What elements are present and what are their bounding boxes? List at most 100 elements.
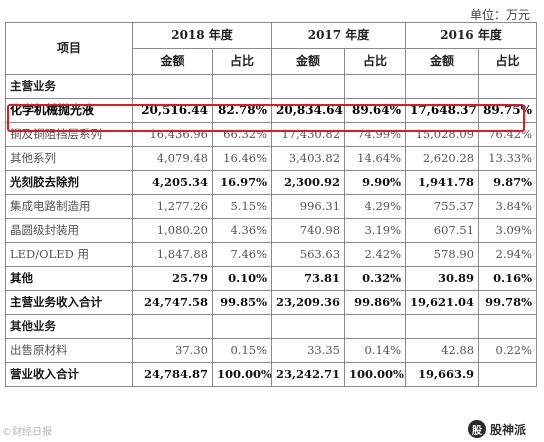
table-row: 晶圆级封装用 1,080.20 4.36% 740.98 3.19% 607.5… — [5, 218, 538, 243]
cell — [478, 314, 538, 339]
watermark-text: 股神派 — [489, 422, 526, 437]
cell: 3.09% — [478, 218, 538, 243]
cell: 23,209.36 — [271, 290, 346, 315]
cell: 4,079.48 — [132, 146, 213, 171]
cell: 99.78% — [478, 290, 538, 315]
cell — [405, 74, 480, 99]
cell: 0.14% — [344, 338, 407, 363]
table-row: 主营业务 — [5, 74, 538, 99]
row-label: 化学机械抛光液 — [5, 98, 133, 123]
cell — [132, 74, 213, 99]
cell: 1,080.20 — [132, 218, 213, 243]
table-row: 集成电路制造用 1,277.26 5.15% 996.31 4.29% 755.… — [5, 194, 538, 219]
amount-header: 金额 — [271, 48, 346, 75]
cell: 9.90% — [344, 170, 407, 195]
ratio-header: 占比 — [211, 48, 273, 75]
row-label: 营业收入合计 — [5, 362, 133, 387]
row-label: 晶圆级封装用 — [5, 218, 133, 243]
cell: 16.46% — [211, 146, 273, 171]
cell: 5.15% — [211, 194, 273, 219]
cell: 16,436.96 — [132, 122, 213, 147]
amount-header: 金额 — [405, 48, 480, 75]
cell — [271, 314, 346, 339]
ratio-header: 占比 — [344, 48, 407, 75]
table-row: 其他系列 4,079.48 16.46% 3,403.82 14.64% 2,6… — [5, 146, 538, 171]
row-label: 其他系列 — [5, 146, 133, 171]
cell: 578.90 — [405, 242, 480, 267]
cell: 0.16% — [478, 266, 538, 291]
cell: 3,403.82 — [271, 146, 346, 171]
cell: 19,663.9 — [405, 362, 480, 387]
cell: 13.33% — [478, 146, 538, 171]
cell: 17,430.82 — [271, 122, 346, 147]
cell: 2.94% — [478, 242, 538, 267]
cell: 73.81 — [271, 266, 346, 291]
cell: 16.97% — [211, 170, 273, 195]
cell: 7.46% — [211, 242, 273, 267]
cell: 74.99% — [344, 122, 407, 147]
cell — [211, 74, 273, 99]
cell: 2,620.28 — [405, 146, 480, 171]
cell: 0.32% — [344, 266, 407, 291]
table-row: 出售原材料 37.30 0.15% 33.35 0.14% 42.88 0.22… — [5, 338, 538, 363]
year-header-2018: 2018 年度 — [131, 22, 273, 49]
cell: 89.75% — [478, 98, 538, 123]
cell: 607.51 — [405, 218, 480, 243]
table-row: 其他 25.79 0.10% 73.81 0.32% 30.89 0.16% — [5, 266, 538, 291]
watermark-right: 股 股神派 — [467, 420, 526, 438]
row-label: 出售原材料 — [5, 338, 133, 363]
cell: 37.30 — [132, 338, 213, 363]
cell: 25.79 — [132, 266, 213, 291]
cell: 2,300.92 — [271, 170, 346, 195]
cell: 996.31 — [271, 194, 346, 219]
cell: 24,784.87 — [132, 362, 213, 387]
cell: 24,747.58 — [132, 290, 213, 315]
table-row: 化学机械抛光液 20,516.44 82.78% 20,834.64 89.64… — [5, 98, 538, 123]
cell: 66.32% — [211, 122, 273, 147]
cell — [271, 74, 346, 99]
cell: 23,242.71 — [271, 362, 346, 387]
row-label: 光刻胶去除剂 — [5, 170, 133, 195]
row-label: 主营业务 — [5, 74, 133, 99]
row-label: 集成电路制造用 — [5, 194, 133, 219]
cell: 20,516.44 — [132, 98, 213, 123]
watermark-left: ©财经日报 — [2, 427, 52, 438]
cell: 563.63 — [271, 242, 346, 267]
cell: 4,205.34 — [132, 170, 213, 195]
cell: 4.29% — [344, 194, 407, 219]
cell: 1,277.26 — [132, 194, 213, 219]
table-row: 光刻胶去除剂 4,205.34 16.97% 2,300.92 9.90% 1,… — [5, 170, 538, 195]
year-header-2016: 2016 年度 — [405, 22, 538, 49]
cell — [344, 74, 407, 99]
row-label: 其他 — [5, 266, 133, 291]
cell: 1,941.78 — [405, 170, 480, 195]
cell: 740.98 — [271, 218, 346, 243]
cell: 2.42% — [344, 242, 407, 267]
cell: 0.10% — [211, 266, 273, 291]
cell: 3.19% — [344, 218, 407, 243]
cell: 42.88 — [405, 338, 480, 363]
cell: 1,847.88 — [132, 242, 213, 267]
row-label: 铜及铜阻挡层系列 — [5, 122, 133, 147]
cell: 4.36% — [211, 218, 273, 243]
ratio-header: 占比 — [478, 48, 538, 75]
cell — [344, 314, 407, 339]
cell: 99.86% — [344, 290, 407, 315]
cell: 15,028.09 — [405, 122, 480, 147]
cell — [478, 74, 538, 99]
cell: 20,834.64 — [271, 98, 346, 123]
cell — [478, 362, 538, 387]
cell: 30.89 — [405, 266, 480, 291]
cell: 19,621.04 — [405, 290, 480, 315]
cell: 33.35 — [271, 338, 346, 363]
cell: 9.87% — [478, 170, 538, 195]
cell: 76.42% — [478, 122, 538, 147]
cell: 3.84% — [478, 194, 538, 219]
cell — [405, 314, 480, 339]
cell: 14.64% — [344, 146, 407, 171]
watermark-logo-icon: 股 — [467, 420, 486, 438]
cell: 99.85% — [211, 290, 273, 315]
table-row: LED/OLED 用 1,847.88 7.46% 563.63 2.42% 5… — [5, 242, 538, 267]
cell — [211, 314, 273, 339]
row-label: LED/OLED 用 — [5, 242, 133, 267]
